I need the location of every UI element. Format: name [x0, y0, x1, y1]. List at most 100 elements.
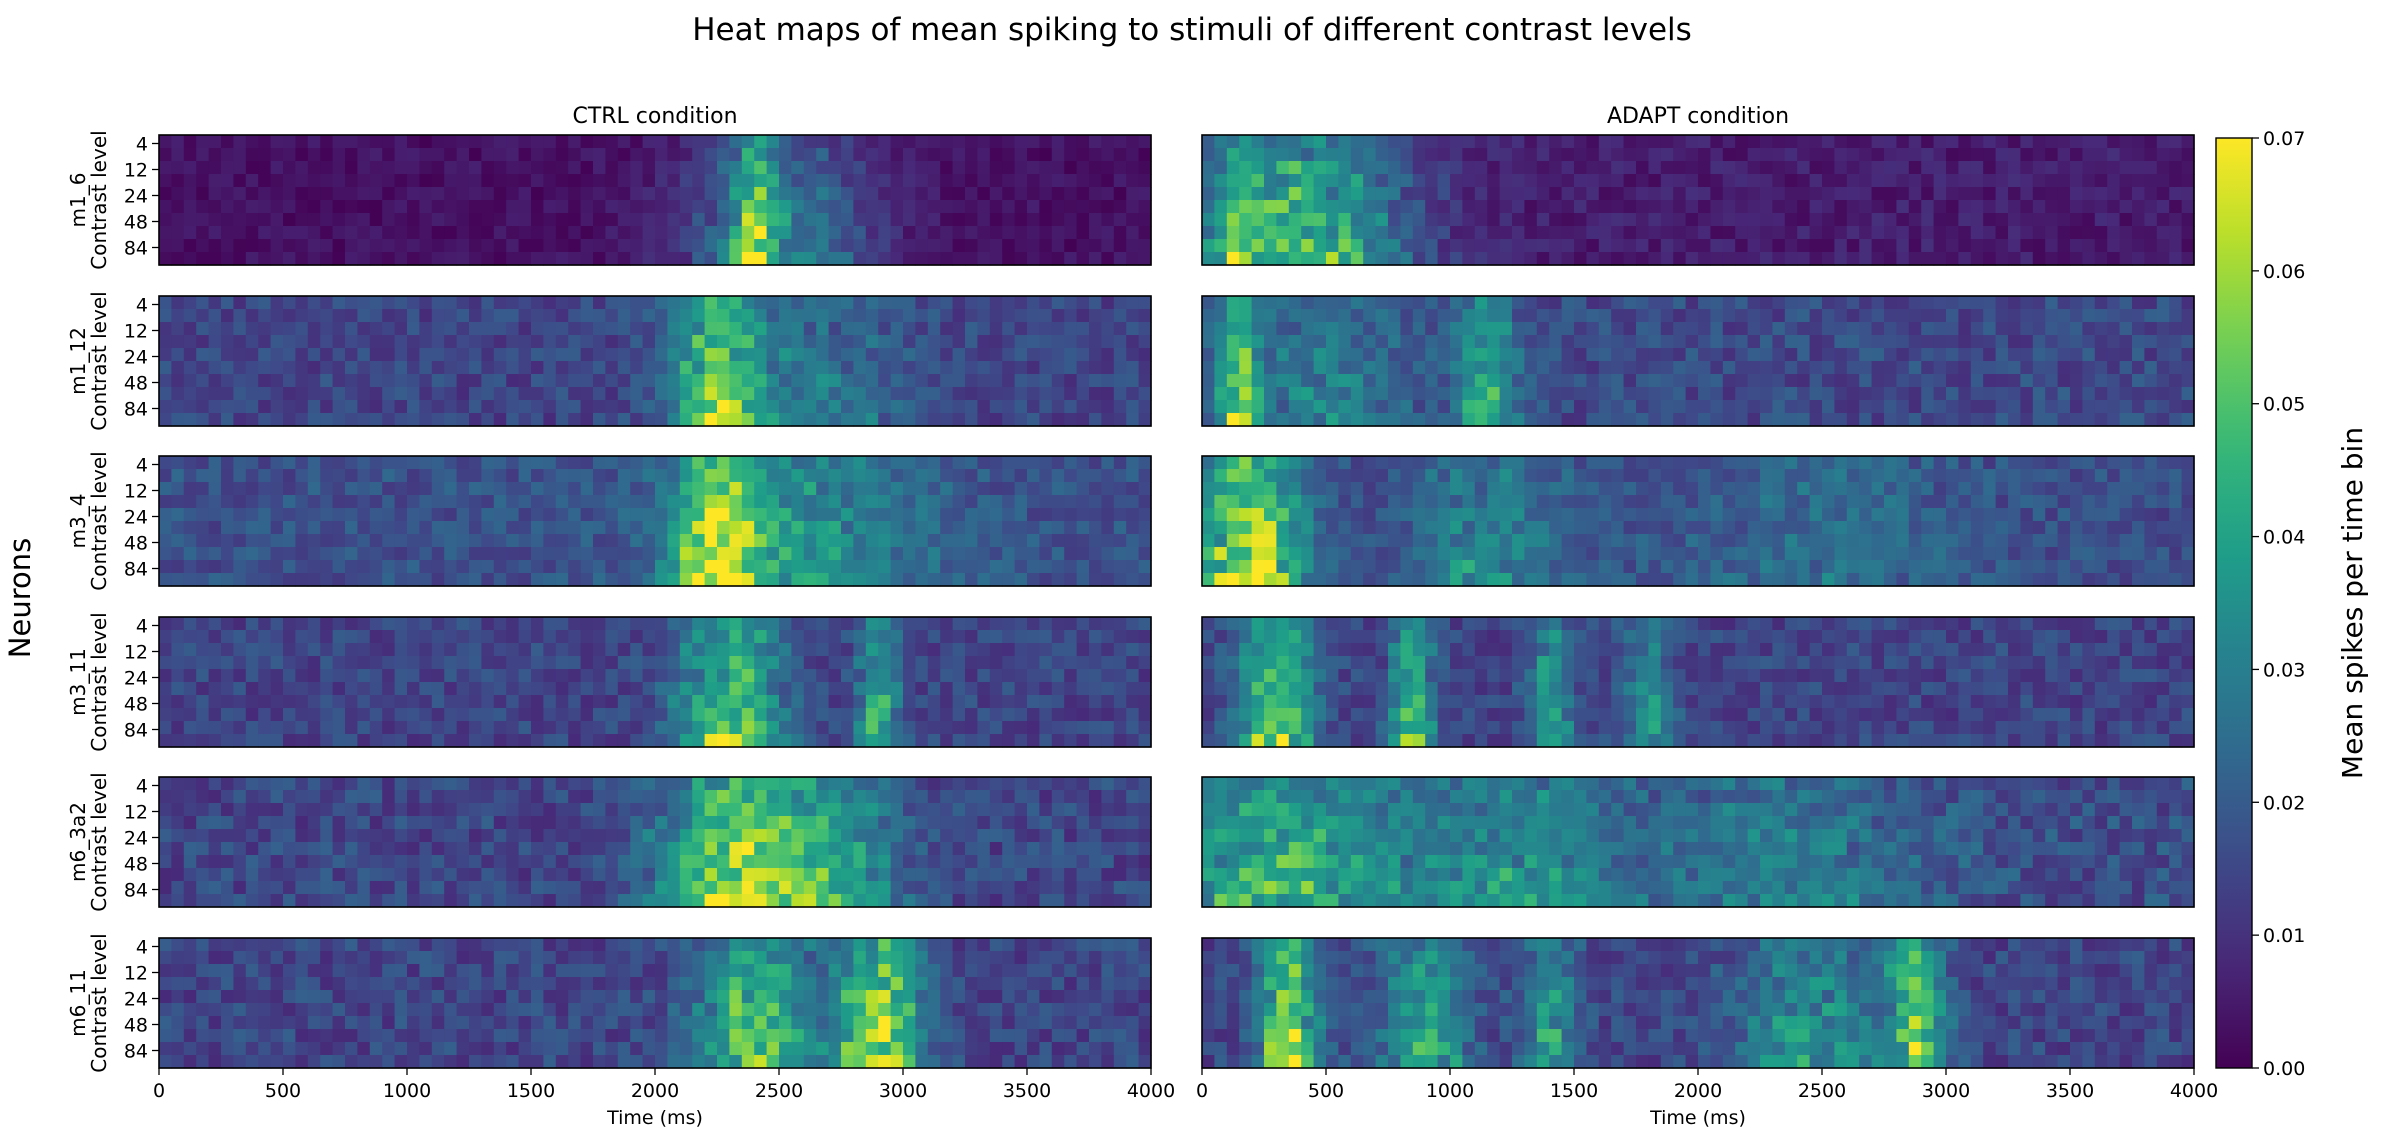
heatmap-cell: [518, 855, 532, 869]
heatmap-cell: [977, 682, 991, 696]
heatmap-cell: [965, 387, 978, 401]
heatmap-cell: [667, 977, 681, 991]
heatmap-cell: [1400, 135, 1414, 149]
heatmap-cell: [841, 469, 854, 483]
heatmap-cell: [865, 296, 879, 310]
heatmap-cell: [754, 161, 768, 175]
heatmap-cell: [506, 977, 520, 991]
heatmap-cell: [481, 894, 495, 908]
heatmap-cell: [1064, 469, 1078, 483]
heatmap-cell: [903, 495, 916, 509]
heatmap-cell: [1264, 161, 1277, 175]
heatmap-cell: [679, 560, 693, 574]
heatmap-cell: [1101, 695, 1115, 709]
heatmap-cell: [580, 174, 594, 188]
heatmap-cell: [1561, 135, 1575, 149]
heatmap-cell: [803, 239, 817, 253]
heatmap-cell: [1685, 148, 1699, 162]
heatmap-cell: [481, 964, 495, 978]
heatmap-cell: [915, 521, 929, 535]
heatmap-cell: [1908, 148, 1922, 162]
heatmap-cell: [729, 1042, 743, 1056]
heatmap-cell: [989, 790, 1003, 804]
heatmap-cell: [2144, 135, 2158, 149]
heatmap-cell: [816, 721, 830, 735]
heatmap-cell: [903, 456, 916, 470]
heatmap-cell: [431, 816, 445, 830]
heatmap-cell: [382, 226, 396, 240]
heatmap-cell: [493, 1016, 507, 1030]
heatmap-cell: [1076, 309, 1090, 323]
heatmap-cell: [915, 135, 929, 149]
heatmap-cell: [1574, 135, 1587, 149]
heatmap-cell: [1051, 803, 1065, 817]
heatmap-cell: [605, 1029, 619, 1043]
heatmap-cell: [283, 226, 296, 240]
heatmap-cell: [1051, 951, 1065, 965]
heatmap-cell: [1138, 400, 1152, 414]
heatmap-cell: [1002, 560, 1016, 574]
heatmap-cell: [779, 482, 792, 496]
heatmap-cell: [159, 456, 172, 470]
heatmap-cell: [518, 669, 532, 683]
heatmap-cell: [1450, 161, 1463, 175]
heatmap-cell: [952, 135, 966, 149]
heatmap-cell: [977, 560, 991, 574]
heatmap-cell: [1101, 1055, 1115, 1069]
heatmap-cell: [555, 669, 569, 683]
heatmap-cell: [407, 695, 420, 709]
heatmap-cell: [1138, 617, 1152, 631]
heatmap-cell: [531, 1055, 544, 1069]
heatmap-cell: [481, 534, 495, 548]
heatmap-cell: [890, 734, 904, 748]
heatmap-cell: [940, 734, 954, 748]
heatmap-cell: [865, 894, 879, 908]
heatmap-cell: [915, 951, 929, 965]
heatmap-cell: [307, 855, 321, 869]
heatmap-cell: [407, 1016, 420, 1030]
heatmap-cell: [865, 309, 879, 323]
heatmap-cell: [568, 296, 582, 310]
heatmap-cell: [754, 187, 768, 201]
heatmap-cell: [258, 617, 272, 631]
heatmap-cell: [307, 1055, 321, 1069]
heatmap-cell: [258, 348, 272, 362]
heatmap-cell: [369, 374, 383, 388]
heatmap-cell: [927, 643, 941, 657]
heatmap-cell: [1076, 200, 1090, 214]
heatmap-cell: [1039, 816, 1053, 830]
heatmap-cell: [667, 829, 681, 843]
heatmap-cell: [741, 456, 755, 470]
heatmap-cell: [1089, 348, 1102, 362]
heatmap-cell: [667, 335, 681, 349]
heatmap-cell: [531, 148, 544, 162]
heatmap-cell: [791, 534, 805, 548]
heatmap-cell: [555, 790, 569, 804]
heatmap-cell: [369, 560, 383, 574]
heatmap-cell: [1884, 135, 1897, 149]
heatmap-cell: [233, 413, 247, 427]
heatmap-cell: [754, 617, 768, 631]
heatmap-cell: [692, 361, 706, 375]
heatmap-cell: [431, 374, 445, 388]
heatmap-cell: [518, 413, 532, 427]
heatmap-cell: [989, 1016, 1003, 1030]
heatmap-cell: [506, 252, 520, 266]
heatmap-cell: [233, 335, 247, 349]
heatmap-cell: [841, 148, 854, 162]
heatmap-cell: [407, 469, 420, 483]
heatmap-cell: [679, 252, 693, 266]
heatmap-cell: [1089, 387, 1102, 401]
heatmap-cell: [159, 855, 172, 869]
heatmap-cell: [481, 643, 495, 657]
heatmap-cell: [295, 534, 309, 548]
heatmap-cell: [679, 135, 693, 149]
heatmap-cell: [1126, 803, 1140, 817]
heatmap-cell: [965, 560, 978, 574]
heatmap-cell: [332, 534, 346, 548]
heatmap-cell: [320, 868, 334, 882]
heatmap-cell: [568, 881, 582, 895]
heatmap-cell: [531, 521, 544, 535]
heatmap-cell: [1076, 790, 1090, 804]
heatmap-cell: [283, 656, 296, 670]
